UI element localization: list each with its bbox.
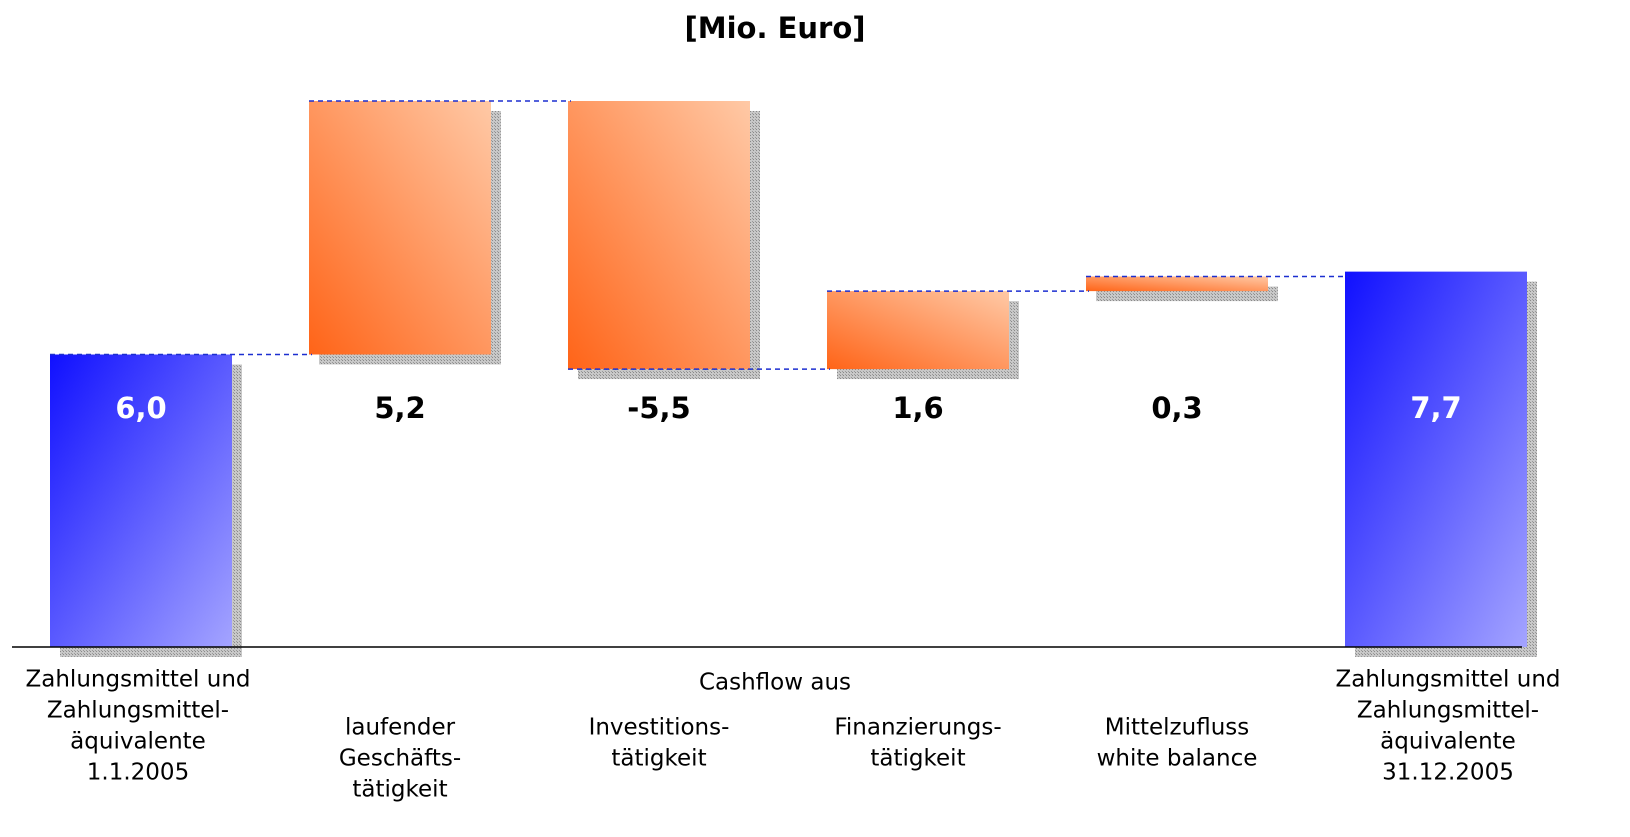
chart-title: [Mio. Euro] [684,11,865,45]
category-label: tätigkeit [870,746,965,772]
bar [50,354,232,647]
category-label: white balance [1097,746,1258,772]
category-label: laufender [345,715,456,741]
bar [309,101,491,355]
category-label: Investitions- [589,715,730,741]
value-label: 1,6 [892,391,943,425]
category-label: Finanzierungs- [834,715,1001,741]
category-label: Zahlungsmittel und [1336,667,1561,693]
category-label: Mittelzufluss [1105,715,1250,741]
value-label: -5,5 [627,391,690,425]
category-label: 31.12.2005 [1382,760,1514,786]
bar [1086,276,1268,292]
category-label: Geschäfts- [339,746,461,772]
value-label: 6,0 [115,391,166,425]
bar [1345,271,1527,647]
bar [827,291,1009,370]
value-label: 0,3 [1151,391,1202,425]
category-label: Zahlungsmittel- [47,698,229,724]
category-label: tätigkeit [611,746,706,772]
category-label: äquivalente [70,729,206,755]
value-label: 7,7 [1410,391,1461,425]
bar [568,101,750,370]
category-label: tätigkeit [352,777,447,803]
category-label: äquivalente [1380,729,1516,755]
annotation: Cashflow aus [699,670,851,696]
category-label: Zahlungsmittel und [26,667,251,693]
category-label: 1.1.2005 [87,760,189,786]
category-label: Zahlungsmittel- [1357,698,1539,724]
value-label: 5,2 [374,391,425,425]
